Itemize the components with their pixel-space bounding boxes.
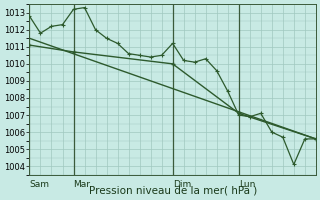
Text: Mar: Mar [74, 180, 91, 189]
X-axis label: Pression niveau de la mer( hPa ): Pression niveau de la mer( hPa ) [89, 186, 257, 196]
Text: Dim: Dim [173, 180, 191, 189]
Text: Lun: Lun [239, 180, 255, 189]
Text: Sam: Sam [29, 180, 50, 189]
